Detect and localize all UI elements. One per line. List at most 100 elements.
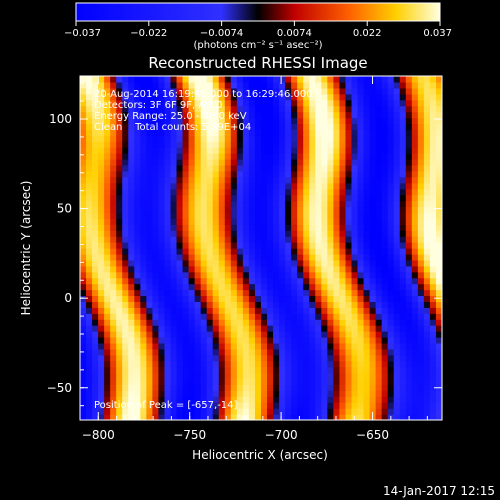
heatmap-cell bbox=[339, 159, 347, 166]
heatmap-cell bbox=[170, 188, 178, 196]
heatmap-cell bbox=[200, 378, 208, 386]
heatmap-cell bbox=[429, 265, 437, 273]
heatmap-cell bbox=[297, 414, 304, 420]
heatmap-cell bbox=[285, 81, 292, 89]
heatmap-cell bbox=[98, 230, 105, 237]
heatmap-cell bbox=[92, 194, 99, 202]
heatmap-cell bbox=[291, 253, 298, 261]
heatmap-cell bbox=[393, 342, 401, 350]
heatmap-cell bbox=[357, 313, 365, 320]
heatmap-cell bbox=[182, 301, 190, 308]
heatmap-cell bbox=[98, 348, 105, 356]
heatmap-cell bbox=[381, 277, 389, 285]
heatmap-cell bbox=[309, 372, 316, 380]
heatmap-cell bbox=[339, 396, 347, 403]
heatmap-cell bbox=[363, 212, 371, 219]
heatmap-cell bbox=[345, 135, 353, 142]
heatmap-cell bbox=[297, 348, 304, 356]
heatmap-cell bbox=[104, 384, 111, 391]
heatmap-cell bbox=[303, 348, 310, 356]
heatmap-cell bbox=[200, 105, 208, 113]
heatmap-cell bbox=[267, 402, 274, 409]
heatmap-cell bbox=[110, 194, 117, 202]
heatmap-cell bbox=[291, 265, 298, 273]
heatmap-cell bbox=[122, 253, 129, 261]
heatmap-cell bbox=[429, 414, 437, 420]
heatmap-cell bbox=[98, 236, 105, 243]
heatmap-cell bbox=[224, 176, 232, 184]
heatmap-cell bbox=[351, 342, 359, 350]
heatmap-cell bbox=[417, 206, 425, 214]
heatmap-cell bbox=[206, 188, 214, 196]
heatmap-cell bbox=[375, 259, 383, 267]
heatmap-cell bbox=[236, 408, 244, 415]
heatmap-cell bbox=[357, 325, 365, 332]
colorbar-tick-label: 0.022 bbox=[353, 28, 382, 39]
heatmap-cell bbox=[399, 289, 407, 297]
heatmap-cell bbox=[405, 159, 413, 166]
heatmap-cell bbox=[110, 336, 117, 344]
heatmap-cell bbox=[170, 265, 178, 273]
heatmap-cell bbox=[411, 117, 419, 125]
heatmap-cell bbox=[267, 289, 274, 297]
heatmap-cell bbox=[351, 265, 359, 273]
heatmap-cell bbox=[327, 390, 334, 397]
heatmap-cell bbox=[164, 378, 172, 386]
heatmap-cell bbox=[194, 259, 202, 267]
heatmap-cell bbox=[80, 236, 87, 243]
heatmap-cell bbox=[297, 271, 304, 279]
heatmap-cell bbox=[345, 384, 353, 391]
heatmap-cell bbox=[152, 206, 160, 214]
heatmap-cell bbox=[285, 313, 292, 320]
heatmap-cell bbox=[206, 396, 214, 403]
heatmap-cell bbox=[158, 81, 166, 89]
heatmap-cell bbox=[267, 265, 274, 273]
heatmap-cell bbox=[146, 153, 153, 160]
heatmap-cell bbox=[248, 218, 256, 225]
heatmap-cell bbox=[405, 93, 413, 101]
heatmap-cell bbox=[230, 182, 238, 190]
heatmap-cell bbox=[212, 147, 220, 154]
heatmap-cell bbox=[363, 390, 371, 397]
heatmap-cell bbox=[104, 147, 111, 154]
heatmap-cell bbox=[435, 277, 442, 285]
heatmap-cell bbox=[291, 87, 298, 95]
heatmap-cell bbox=[273, 242, 280, 249]
heatmap-cell bbox=[236, 212, 244, 219]
heatmap-cell bbox=[182, 242, 190, 249]
heatmap-cell bbox=[236, 307, 244, 314]
heatmap-cell bbox=[224, 87, 232, 95]
heatmap-cell bbox=[309, 200, 316, 208]
heatmap-cell bbox=[405, 99, 413, 107]
heatmap-cell bbox=[170, 372, 178, 380]
heatmap-cell bbox=[399, 87, 407, 95]
heatmap-cell bbox=[393, 87, 401, 95]
heatmap-cell bbox=[212, 111, 220, 119]
heatmap-cell bbox=[429, 259, 437, 267]
heatmap-cell bbox=[212, 194, 220, 202]
heatmap-cell bbox=[98, 295, 105, 302]
x-tick-label: −700 bbox=[265, 428, 298, 442]
heatmap-cell bbox=[357, 336, 365, 344]
heatmap-cell bbox=[146, 176, 153, 184]
heatmap-cell bbox=[267, 206, 274, 214]
heatmap-cell bbox=[248, 319, 256, 326]
heatmap-cell bbox=[411, 402, 419, 409]
heatmap-cell bbox=[86, 111, 93, 119]
heatmap-cell bbox=[254, 200, 262, 208]
heatmap-cell bbox=[279, 81, 286, 89]
heatmap-cell bbox=[327, 336, 334, 344]
heatmap-cell bbox=[158, 182, 166, 190]
heatmap-cell bbox=[128, 141, 135, 148]
heatmap-cell bbox=[188, 277, 196, 285]
heatmap-cell bbox=[261, 378, 268, 386]
heatmap-cell bbox=[230, 253, 238, 261]
heatmap-cell bbox=[140, 105, 147, 113]
heatmap-cell bbox=[321, 319, 328, 326]
heatmap-cell bbox=[339, 153, 347, 160]
heatmap-cell bbox=[309, 354, 316, 362]
heatmap-cell bbox=[357, 147, 365, 154]
heatmap-cell bbox=[92, 348, 99, 356]
heatmap-cell bbox=[309, 301, 316, 308]
heatmap-cell bbox=[339, 271, 347, 279]
